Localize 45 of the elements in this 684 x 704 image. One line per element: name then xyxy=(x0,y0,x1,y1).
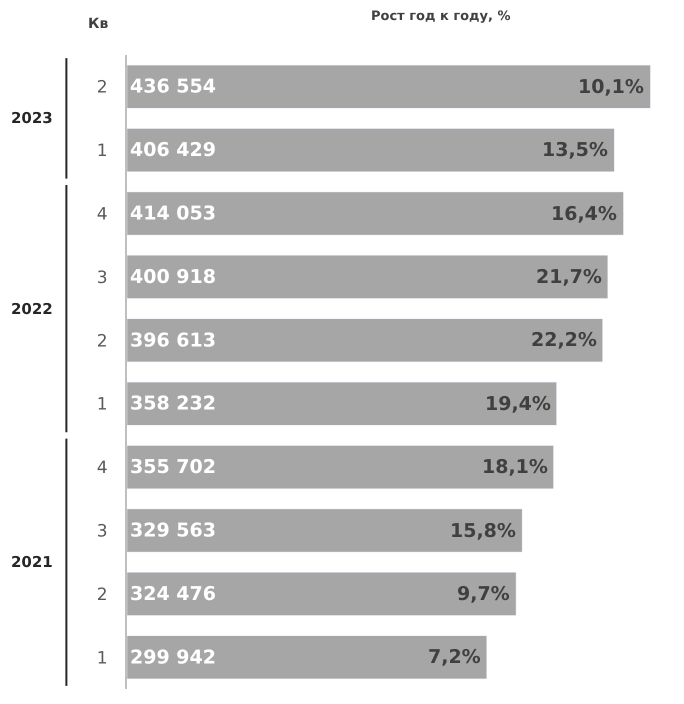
y-tick-label: 3 xyxy=(96,521,108,542)
data-label: 299 942 xyxy=(130,646,216,668)
data-label: 414 053 xyxy=(130,202,216,224)
data-label: 324 476 xyxy=(130,582,216,605)
bar xyxy=(127,445,554,489)
text: 2023 xyxy=(11,109,53,127)
data-label: 436 554 xyxy=(130,76,216,98)
bar xyxy=(127,382,557,426)
bar xyxy=(127,192,624,236)
bar xyxy=(127,128,615,172)
data-label: 406 429 xyxy=(130,139,216,162)
annotation: 19,4% xyxy=(485,393,551,415)
text: Рост год к году, % xyxy=(371,9,511,24)
annotation: 13,5% xyxy=(542,139,608,161)
bar xyxy=(127,255,608,299)
data-label: 329 563 xyxy=(130,520,216,542)
data-label: 400 918 xyxy=(130,266,216,288)
annotation: 15,8% xyxy=(450,520,516,542)
annotation: 9,7% xyxy=(457,583,510,605)
annotation: 10,1% xyxy=(578,76,644,98)
text: 2021 xyxy=(11,553,53,571)
y-tick-label: 2 xyxy=(96,331,108,352)
y-tick-label: 2 xyxy=(96,78,108,98)
data-label: 355 702 xyxy=(130,456,216,478)
y-tick-label: 4 xyxy=(96,204,108,224)
annotation: 18,1% xyxy=(482,456,548,478)
data-label: 358 232 xyxy=(130,392,216,415)
bar xyxy=(127,64,651,109)
y-tick-label: 4 xyxy=(96,458,108,478)
y-axis-title: Кв xyxy=(88,16,108,32)
y-tick-label: 1 xyxy=(96,648,108,668)
bar xyxy=(127,318,603,362)
bar xyxy=(127,635,487,680)
annotation: 7,2% xyxy=(428,646,481,668)
annotation: 22,2% xyxy=(531,329,597,351)
data-label: 396 613 xyxy=(130,329,216,352)
y-tick-label: 3 xyxy=(96,268,108,288)
y-tick-label: 1 xyxy=(96,394,108,415)
annotation: 21,7% xyxy=(536,266,602,288)
y-tick-label: 2 xyxy=(96,584,108,605)
bar xyxy=(127,508,522,552)
annotation: 16,4% xyxy=(551,203,617,225)
bar xyxy=(127,572,516,616)
y-tick-label: 1 xyxy=(96,141,108,162)
text: 2022 xyxy=(11,300,53,318)
